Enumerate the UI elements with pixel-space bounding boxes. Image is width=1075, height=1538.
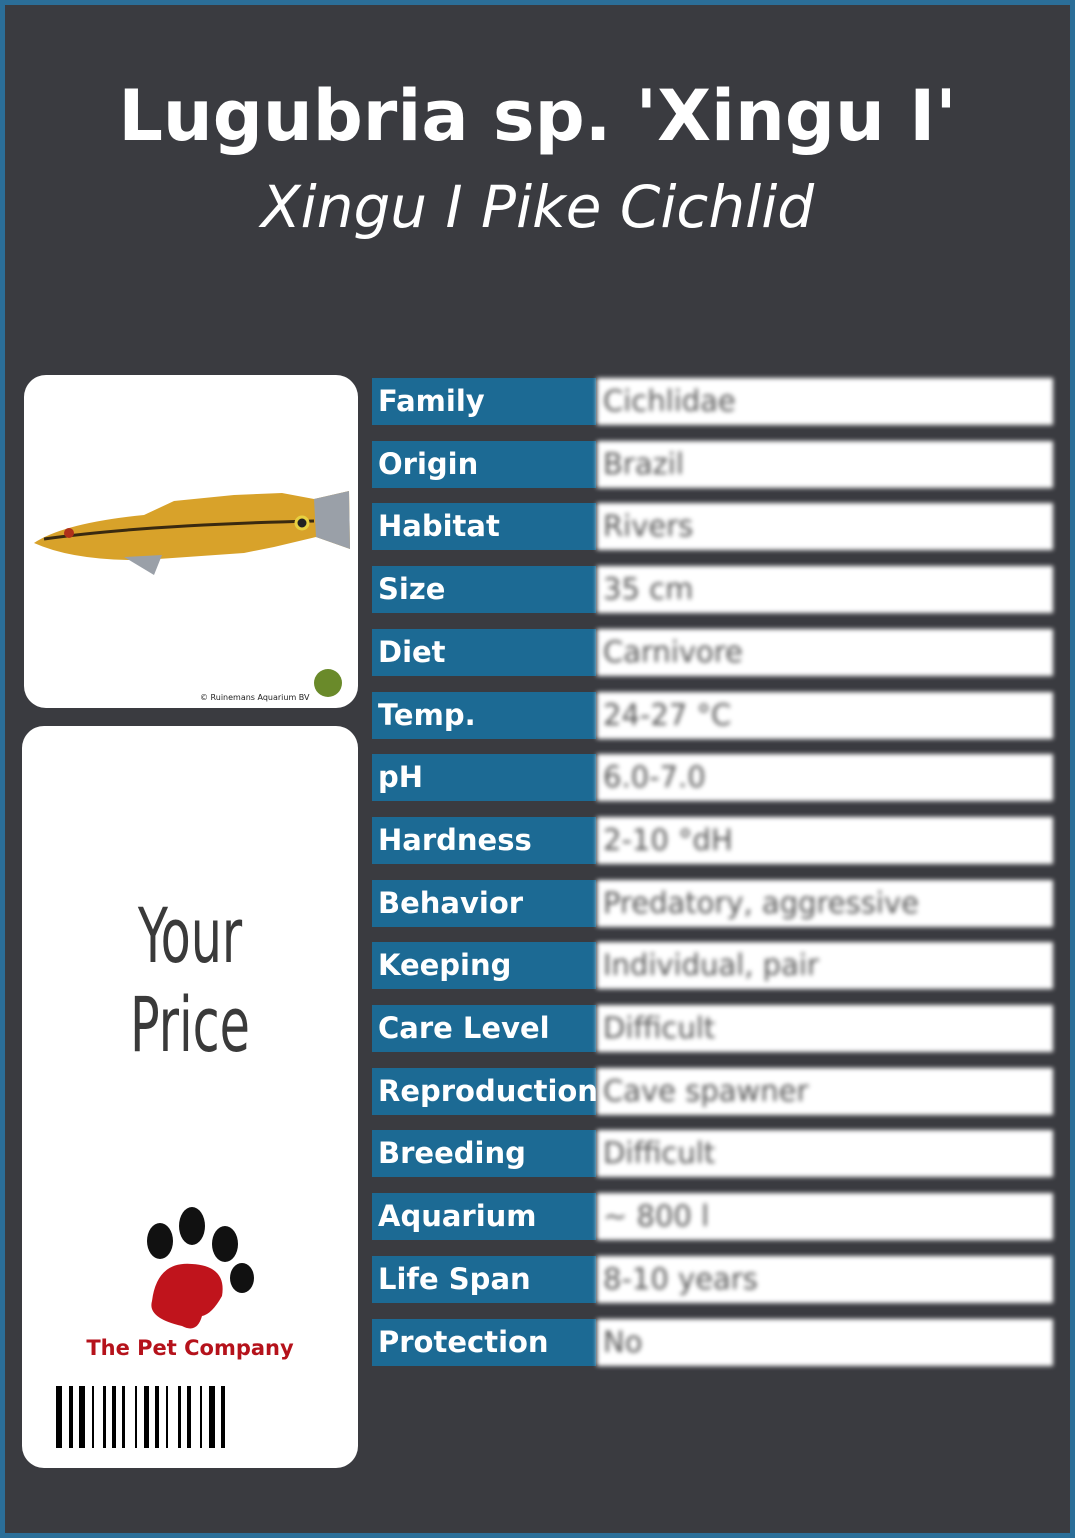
paw-logo: [147, 1207, 254, 1329]
row-value: 6.0-7.0: [597, 754, 1053, 802]
barcode-bar: [155, 1386, 159, 1448]
row-value: Cave spawner: [597, 1067, 1053, 1115]
barcode-bar: [79, 1386, 85, 1448]
subtitle: Xingu I Pike Cichlid: [260, 173, 815, 241]
table-row: Care Level Difficult: [372, 1005, 1053, 1052]
barcode-bar: [112, 1386, 116, 1448]
price-label: Your Price: [129, 891, 250, 1069]
barcode-bar: [178, 1386, 181, 1448]
table-row: Aquarium ~ 800 l: [372, 1193, 1053, 1241]
row-label: Breeding: [372, 1130, 596, 1178]
table-row: Breeding Difficult: [372, 1130, 1053, 1178]
row-label: Origin: [372, 440, 596, 488]
table-row: Keeping Individual, pair: [372, 942, 1053, 990]
row-label: Behavior: [372, 879, 596, 927]
row-value: Difficult: [597, 1005, 1053, 1052]
row-value: No: [597, 1318, 1053, 1366]
row-value: Rivers: [597, 503, 1053, 551]
table-row: Habitat Rivers: [372, 503, 1053, 551]
row-label: Family: [372, 378, 596, 425]
table-row: Origin Brazil: [372, 440, 1053, 488]
row-value: 8-10 years: [597, 1255, 1053, 1303]
row-value: Cichlidae: [597, 378, 1053, 425]
image-card: © Ruinemans Aquarium BV: [24, 375, 358, 708]
row-label: Care Level: [372, 1005, 596, 1052]
row-label: Temp.: [372, 691, 596, 739]
barcode-bar: [103, 1386, 106, 1448]
table-row: Protection No: [372, 1318, 1053, 1366]
row-label: Habitat: [372, 503, 596, 551]
barcode-bar: [144, 1386, 149, 1448]
row-value: Carnivore: [597, 628, 1053, 676]
row-value: ~ 800 l: [597, 1193, 1053, 1241]
table-row: Hardness 2-10 °dH: [372, 816, 1053, 864]
brand-name: The Pet Company: [86, 1336, 294, 1360]
table-row: Reproduction Cave spawner: [372, 1067, 1053, 1115]
row-label: Aquarium: [372, 1193, 596, 1241]
table-row: Behavior Predatory, aggressive: [372, 879, 1053, 927]
row-value: Difficult: [597, 1130, 1053, 1178]
barcode-bar: [187, 1386, 191, 1448]
row-label: Life Span: [372, 1255, 596, 1303]
table-row: Family Cichlidae: [372, 378, 1053, 425]
barcode-bar: [200, 1386, 202, 1448]
table-row: Life Span 8-10 years: [372, 1255, 1053, 1303]
row-value: Individual, pair: [597, 942, 1053, 990]
row-label: pH: [372, 754, 596, 802]
row-value: 24-27 °C: [597, 691, 1053, 739]
table-row: Diet Carnivore: [372, 628, 1053, 676]
row-label: Size: [372, 566, 596, 614]
barcode-bar: [69, 1386, 73, 1448]
table-row: Temp. 24-27 °C: [372, 691, 1053, 739]
row-label: Diet: [372, 628, 596, 676]
barcode-bar: [166, 1386, 168, 1448]
title: Lugubria sp. 'Xingu I': [118, 75, 957, 157]
row-value: Predatory, aggressive: [597, 879, 1053, 927]
barcode: [56, 1386, 225, 1448]
barcode-bar: [135, 1386, 137, 1448]
barcode-bar: [221, 1386, 225, 1448]
row-label: Keeping: [372, 942, 596, 990]
row-value: 2-10 °dH: [597, 816, 1053, 864]
row-label: Reproduction: [372, 1067, 598, 1115]
row-label: Protection: [372, 1318, 596, 1366]
row-label: Hardness: [372, 816, 596, 864]
barcode-bar: [209, 1386, 215, 1448]
table-row: Size 35 cm: [372, 566, 1053, 614]
image-credit: © Ruinemans Aquarium BV: [200, 693, 310, 702]
fish-image: [34, 491, 350, 697]
row-value: 35 cm: [597, 566, 1053, 614]
price-card: Your Price The Pet Company: [22, 726, 358, 1468]
barcode-bar: [56, 1386, 62, 1448]
barcode-bar: [122, 1386, 125, 1448]
table-row: pH 6.0-7.0: [372, 754, 1053, 802]
row-value: Brazil: [597, 440, 1053, 488]
barcode-bar: [92, 1386, 94, 1448]
